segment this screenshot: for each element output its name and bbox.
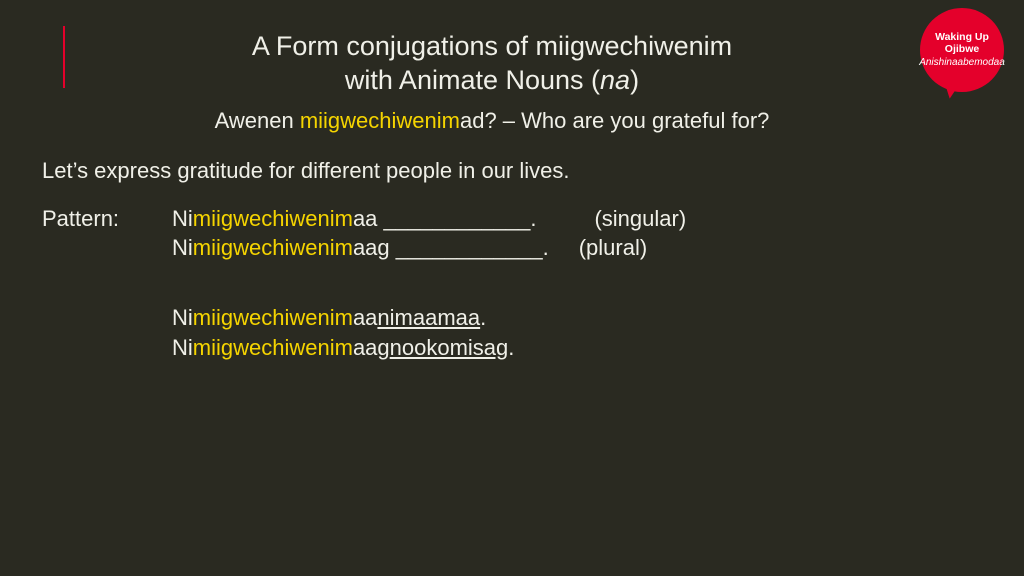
pattern-plural-row: Nimiigwechiwenimaag ____________. (plura… [42, 233, 964, 263]
accent-bar [63, 26, 65, 88]
slide-title: A Form conjugations of miigwechiwenim wi… [80, 30, 904, 98]
title-line1: A Form conjugations of miigwechiwenim [80, 30, 904, 64]
pattern-singular-row: Pattern: Nimiigwechiwenimaa ____________… [42, 204, 964, 234]
ex1-end: . [480, 303, 486, 333]
pattern-label: Pattern: [42, 204, 172, 234]
logo-line2: Anishinaabemodaa [919, 57, 1005, 68]
title-line2: with Animate Nouns (na) [80, 64, 904, 98]
title-line2-post: ) [630, 65, 639, 95]
body-content: Let’s express gratitude for different pe… [42, 156, 964, 362]
example-1: Nimiigwechiwenimaa nimaamaa. [172, 303, 964, 333]
speech-bubble-icon: Waking Up Ojibwe Anishinaabemodaa [920, 8, 1004, 92]
ex2-end: . [508, 333, 514, 363]
ex1-pre: Ni [172, 303, 193, 333]
pattern-plural-tag: (plural) [579, 233, 647, 263]
ex2-mid: aag [353, 333, 390, 363]
pattern-singular-text: Nimiigwechiwenimaa ____________. [172, 204, 536, 234]
intro-text: Let’s express gratitude for different pe… [42, 156, 964, 186]
title-line2-ital: na [600, 65, 630, 95]
question-post: ad? – Who are you grateful for? [460, 108, 769, 133]
ex1-hl: miigwechiwenim [193, 303, 353, 333]
pattern-singular-post: aa ____________. [353, 206, 537, 231]
pattern-plural-text: Nimiigwechiwenimaag ____________. [172, 233, 549, 263]
logo-line1: Waking Up Ojibwe [920, 32, 1004, 55]
ex2-pre: Ni [172, 333, 193, 363]
question-line: Awenen miigwechiwenimad? – Who are you g… [80, 108, 904, 134]
ex1-ul: nimaamaa [377, 303, 480, 333]
pattern-plural-pre: Ni [172, 235, 193, 260]
question-highlight: miigwechiwenim [300, 108, 460, 133]
question-pre: Awenen [215, 108, 300, 133]
pattern-plural-hl: miigwechiwenim [193, 235, 353, 260]
ex2-hl: miigwechiwenim [193, 333, 353, 363]
pattern-plural-post: aag ____________. [353, 235, 549, 260]
pattern-singular-tag: (singular) [594, 204, 686, 234]
title-line2-pre: with Animate Nouns ( [345, 65, 600, 95]
ex2-ul: nookomisag [390, 333, 509, 363]
pattern-singular-pre: Ni [172, 206, 193, 231]
logo-badge: Waking Up Ojibwe Anishinaabemodaa [920, 8, 1016, 104]
pattern-singular-hl: miigwechiwenim [193, 206, 353, 231]
example-2: Nimiigwechiwenimaag nookomisag. [172, 333, 964, 363]
ex1-mid: aa [353, 303, 377, 333]
